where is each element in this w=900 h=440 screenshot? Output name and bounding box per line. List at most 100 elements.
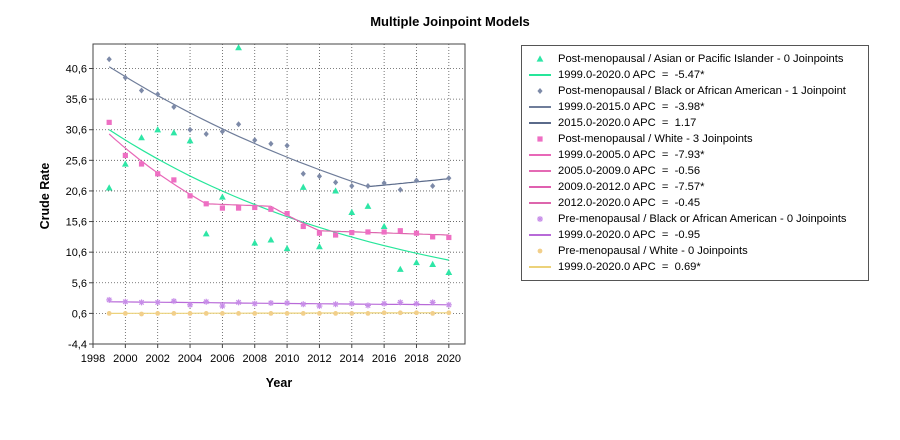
- legend-fit-item: 1999.0-2020.0 APC = -0.95: [522, 227, 868, 243]
- data-point: [187, 301, 194, 308]
- data-point: [349, 310, 355, 316]
- data-point: [365, 229, 371, 235]
- data-point: [235, 121, 242, 128]
- legend-label: Post-menopausal / Black or African Ameri…: [558, 85, 846, 97]
- legend-line-swatch: [522, 163, 558, 179]
- data-point-stroke: [138, 299, 145, 305]
- data-point-stroke: [106, 297, 112, 303]
- data-point: [203, 310, 209, 316]
- data-point: [284, 142, 290, 149]
- data-point: [317, 310, 322, 316]
- data-point: [122, 152, 128, 159]
- x-tick-label: 2002: [145, 353, 169, 365]
- data-point: [349, 183, 355, 190]
- data-point: [300, 301, 307, 308]
- data-point-stroke: [397, 299, 403, 305]
- data-point: [203, 201, 209, 207]
- legend-line: [529, 170, 551, 172]
- data-point: [154, 299, 161, 306]
- legend-line: [529, 74, 551, 76]
- data-point: [537, 88, 543, 94]
- data-point: [219, 303, 226, 310]
- legend-label: 2012.0-2020.0 APC = -0.45: [558, 197, 701, 209]
- data-point: [316, 173, 323, 180]
- legend-line: [529, 234, 551, 236]
- data-point-stroke: [122, 299, 128, 305]
- data-point: [219, 205, 225, 211]
- data-point-stroke: [284, 300, 290, 306]
- data-point: [364, 202, 372, 209]
- gridlines: [92, 44, 465, 345]
- y-tick-label: 30,6: [66, 125, 87, 137]
- data-point: [333, 310, 339, 316]
- legend-line: [529, 202, 551, 204]
- data-point: [446, 234, 452, 241]
- data-point: [446, 310, 452, 316]
- legend-line: [529, 106, 551, 108]
- data-markers: [105, 44, 453, 317]
- data-point: [284, 310, 290, 316]
- y-tick-label: 40,6: [66, 63, 87, 75]
- data-point-stroke: [268, 300, 274, 306]
- legend-series-item: Post-menopausal / Black or African Ameri…: [522, 83, 868, 99]
- legend-series-item: Post-menopausal / Asian or Pacific Islan…: [522, 51, 868, 67]
- data-point: [316, 230, 323, 236]
- data-point-stroke: [332, 301, 339, 307]
- data-point: [446, 175, 452, 182]
- data-point: [413, 177, 420, 184]
- legend-fit-item: 2005.0-2009.0 APC = -0.56: [522, 163, 868, 179]
- data-point: [299, 183, 307, 190]
- data-point: [155, 171, 161, 177]
- data-point: [429, 299, 436, 306]
- data-point: [380, 222, 388, 230]
- data-point: [365, 310, 371, 316]
- data-point: [106, 119, 112, 125]
- data-point-stroke: [381, 300, 387, 307]
- legend: Post-menopausal / Asian or Pacific Islan…: [521, 45, 869, 281]
- data-point: [122, 298, 129, 305]
- legend-line-swatch: [522, 259, 558, 275]
- data-point: [300, 170, 306, 177]
- data-point: [381, 179, 387, 186]
- data-point: [316, 243, 323, 250]
- legend-fit-item: 1999.0-2020.0 APC = -5.47*: [522, 67, 868, 83]
- legend-line-swatch: [522, 67, 558, 83]
- x-axis-title: Year: [266, 376, 293, 390]
- data-point-stroke: [203, 299, 209, 305]
- fit-line: [108, 66, 369, 188]
- data-point: [252, 310, 258, 316]
- data-point: [202, 230, 210, 237]
- data-point: [381, 229, 387, 235]
- legend-marker: [522, 243, 558, 259]
- data-point: [187, 126, 193, 133]
- chart-title: Multiple Joinpoint Models: [370, 14, 530, 29]
- legend-marker-svg: [537, 136, 543, 142]
- x-tick-label: 2016: [372, 353, 396, 365]
- legend-label: Post-menopausal / White - 3 Joinpoints: [558, 133, 753, 145]
- data-point: [430, 234, 436, 240]
- data-point-stroke: [300, 301, 306, 307]
- x-tick-label: 2010: [275, 353, 299, 365]
- legend-fit-item: 1999.0-2015.0 APC = -3.98*: [522, 99, 868, 115]
- fit-line: [109, 301, 449, 306]
- x-tick-label: 2004: [178, 353, 202, 365]
- data-point: [139, 311, 144, 317]
- data-point: [300, 223, 306, 230]
- legend-marker: [522, 131, 558, 147]
- data-point: [333, 179, 339, 186]
- data-point: [445, 268, 453, 275]
- legend-label: 1999.0-2015.0 APC = -3.98*: [558, 101, 705, 113]
- data-point: [348, 300, 355, 307]
- x-tick-label: 2020: [437, 353, 461, 365]
- legend-label: 1999.0-2020.0 APC = -0.95: [558, 229, 701, 241]
- data-point: [155, 310, 161, 316]
- fit-lines: [108, 66, 449, 314]
- legend-fit-item: 2009.0-2012.0 APC = -7.57*: [522, 179, 868, 195]
- legend-series-item: Pre-menopausal / White - 0 Joinpoints: [522, 243, 868, 259]
- data-point: [413, 258, 420, 266]
- legend-label: 2005.0-2009.0 APC = -0.56: [558, 165, 701, 177]
- data-point: [252, 137, 258, 144]
- data-point: [537, 248, 543, 254]
- data-point-stroke: [430, 299, 436, 305]
- plot-frame: [92, 43, 466, 345]
